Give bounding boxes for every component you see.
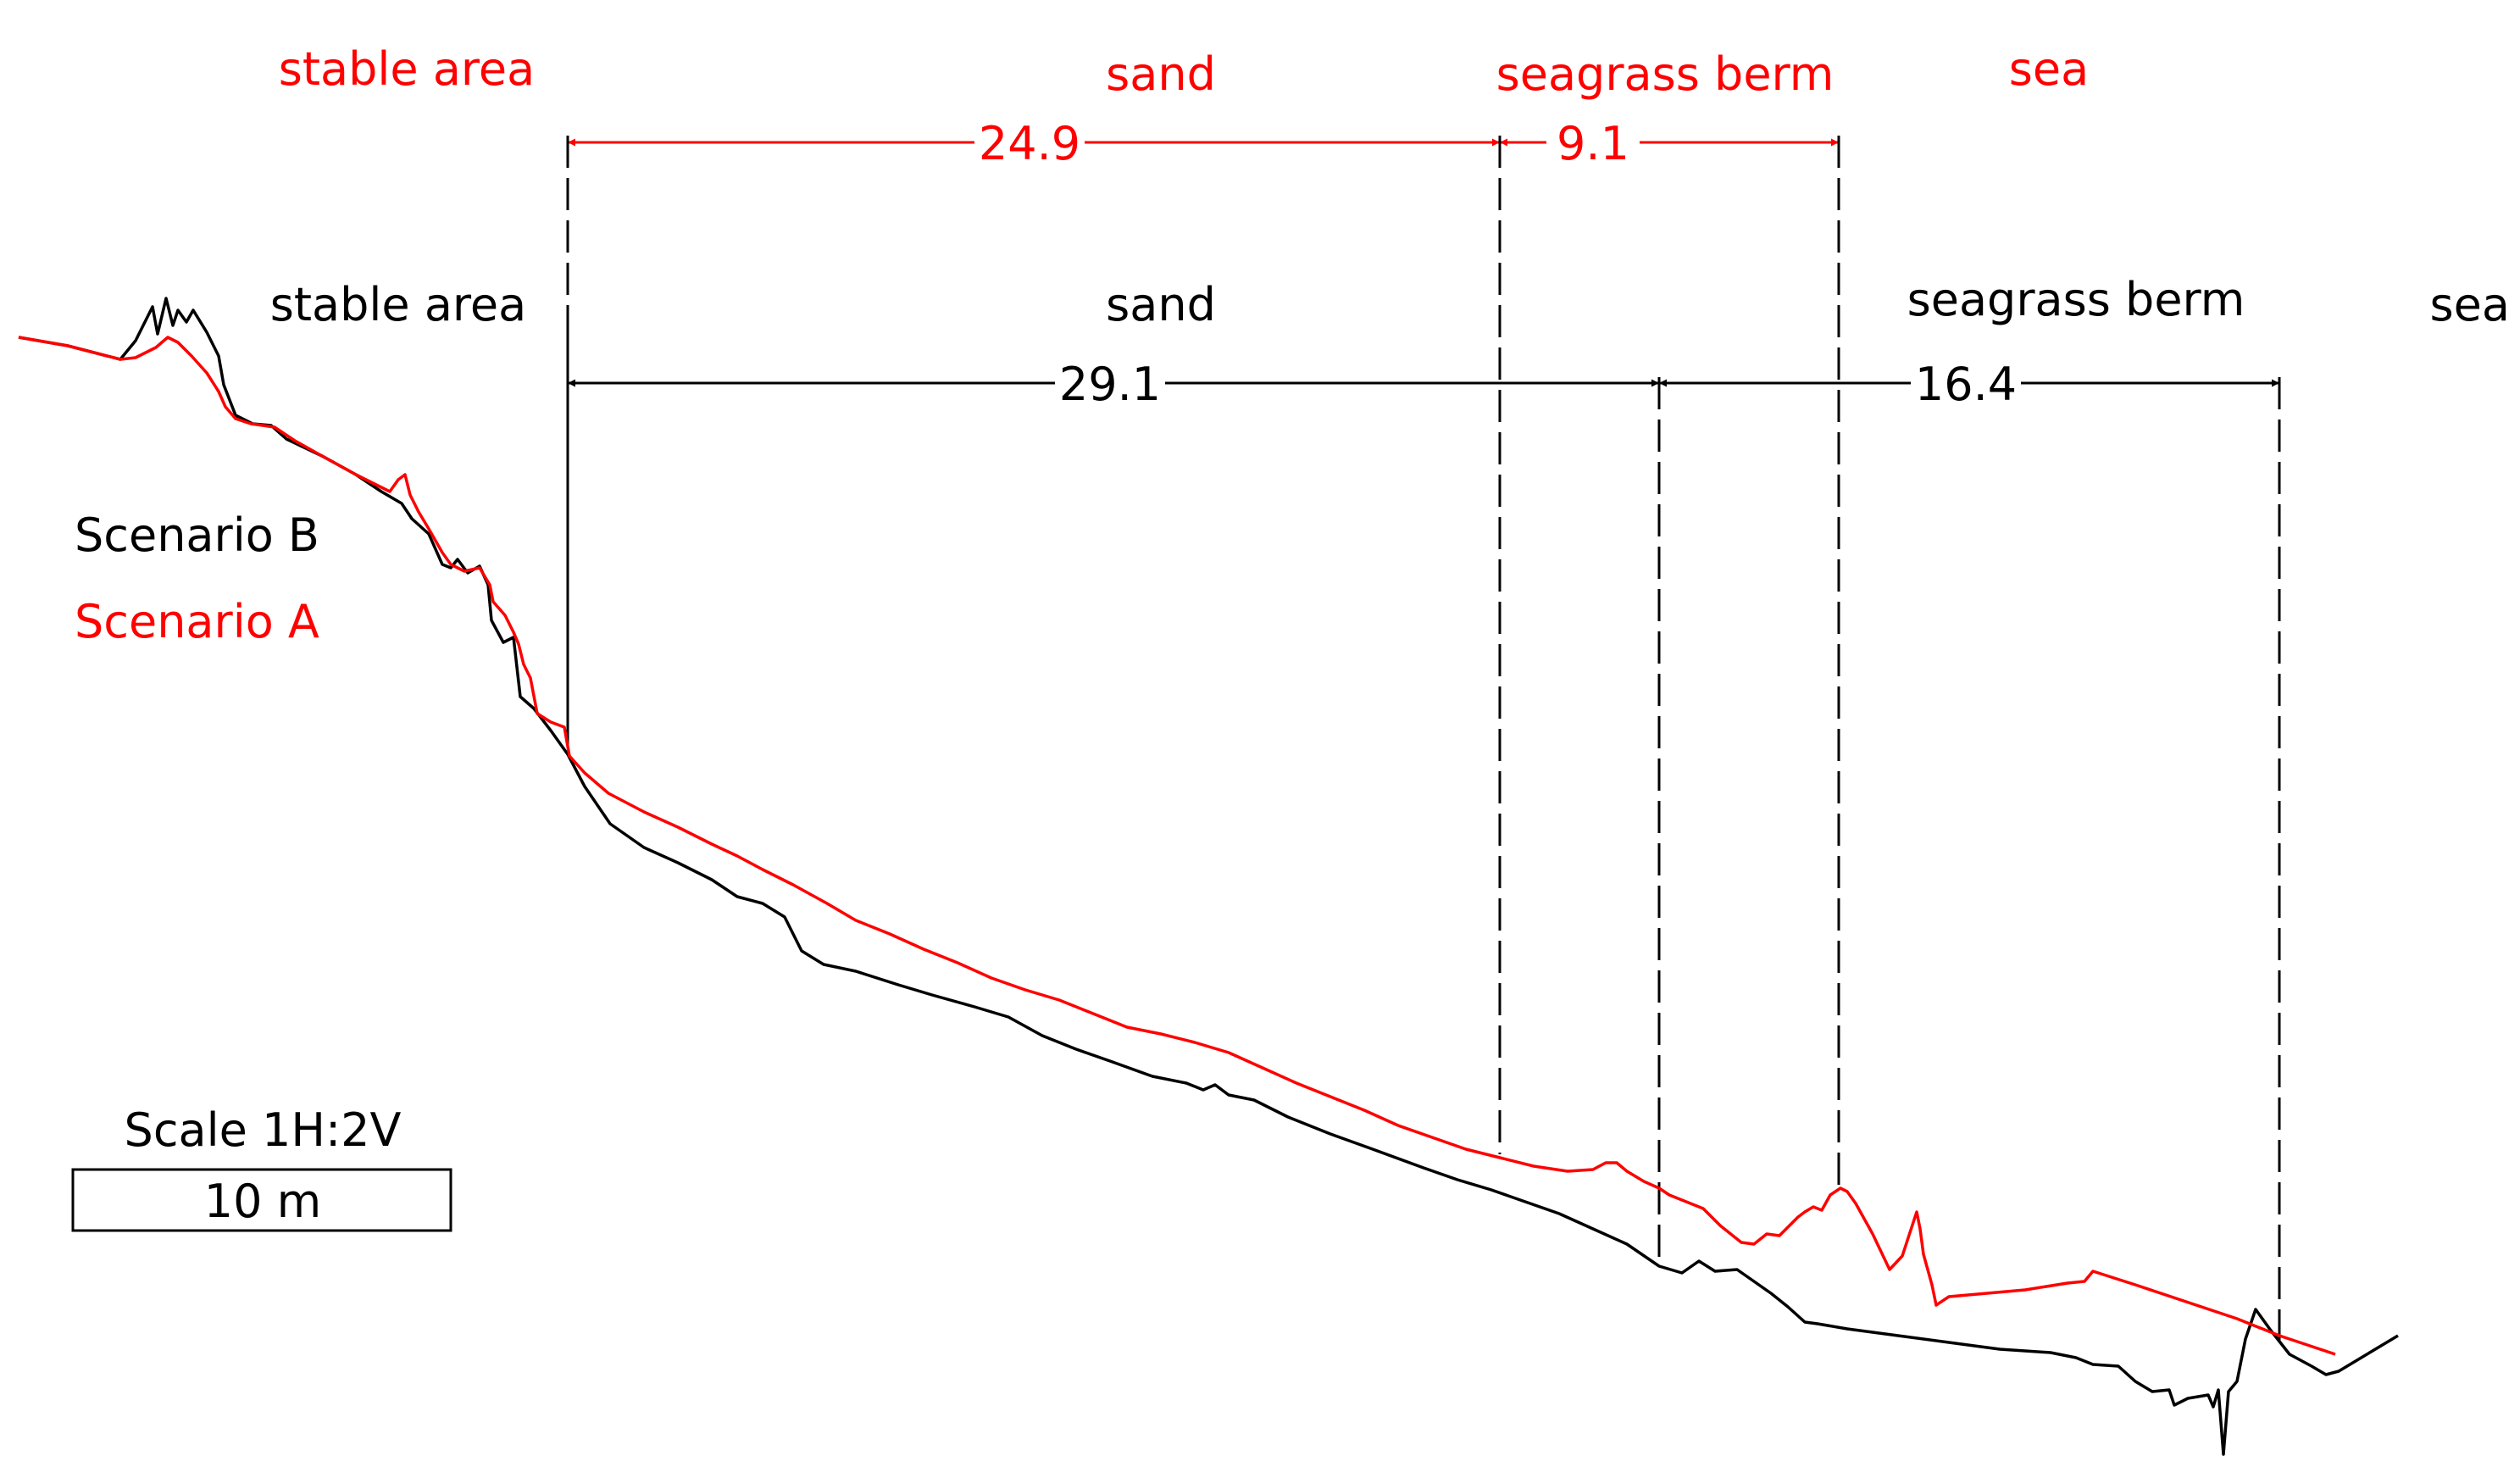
- zone-boundaries: [566, 136, 2281, 1341]
- scenario-a-seagrass-dimension: 9.1: [1500, 117, 1839, 170]
- svg-text:16.4: 16.4: [1915, 358, 2017, 411]
- scenario-b-zone-seagrass-berm: seagrass berm: [1907, 273, 2245, 326]
- scenario-a-zone-sand: sand: [1106, 47, 1216, 101]
- svg-text:29.1: 29.1: [1059, 358, 1161, 411]
- scenario-b-zone-sea: sea: [2430, 278, 2510, 331]
- svg-text:24.9: 24.9: [979, 117, 1080, 170]
- scenario-a-zone-stable-area: stable area: [279, 42, 535, 96]
- svg-text:9.1: 9.1: [1557, 117, 1629, 170]
- scenario-b-zone-sand: sand: [1106, 278, 1216, 331]
- scenario-a-profile: [18, 336, 2336, 1356]
- scale-title: Scale 1H:2V: [125, 1103, 402, 1157]
- scenario-b-profile: [18, 297, 2399, 1456]
- scenario-b-sand-dimension: 29.1: [568, 358, 1659, 411]
- scenario-a-zone-seagrass-berm: seagrass berm: [1496, 47, 1834, 101]
- legend-scenario-a: Scenario A: [75, 595, 319, 648]
- scenario-a-sand-dimension: 24.9: [568, 117, 1500, 170]
- scenario-a-zone-sea: sea: [2009, 42, 2089, 96]
- scenario-b-zone-stable-area: stable area: [270, 278, 526, 331]
- scale-bar-label: 10 m: [204, 1175, 321, 1228]
- scale-bar: Scale 1H:2V 10 m: [71, 1103, 452, 1232]
- legend-scenario-b: Scenario B: [75, 508, 319, 562]
- scenario-b-seagrass-dimension: 16.4: [1659, 358, 2279, 411]
